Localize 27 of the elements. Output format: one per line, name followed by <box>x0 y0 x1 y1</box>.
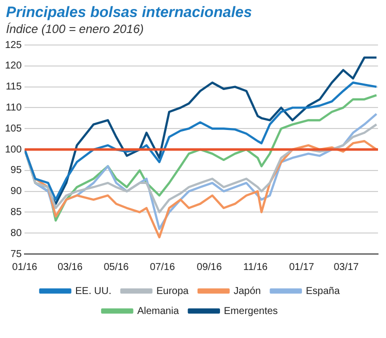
y-tick-label: 80 <box>10 228 22 239</box>
y-tick-label: 100 <box>4 144 22 156</box>
legend-label: EE. UU. <box>75 286 112 297</box>
x-tick-label: 07/16 <box>150 262 176 273</box>
y-tick-label: 95 <box>10 165 22 176</box>
x-tick-label: 09/16 <box>196 262 222 273</box>
legend-label: España <box>306 286 340 297</box>
x-tick-label: 03/16 <box>58 262 84 273</box>
y-tick-label: 105 <box>4 123 22 134</box>
x-tick-label: 11/16 <box>243 262 268 273</box>
y-tick-label: 120 <box>4 60 22 72</box>
legend-label: Emergentes <box>224 306 278 317</box>
x-tick-label: 03/17 <box>334 262 360 273</box>
x-tick-label: 05/16 <box>104 262 130 273</box>
y-tick-label: 85 <box>10 206 22 218</box>
chart-title: Principales bolsas internacionales <box>6 4 253 21</box>
x-tick-label: 01/17 <box>289 262 315 273</box>
chart-subtitle: Índice (100 = enero 2016) <box>6 22 145 36</box>
y-tick-label: 75 <box>10 248 22 260</box>
y-tick-label: 115 <box>6 82 22 93</box>
legend-label: Japón <box>234 286 261 297</box>
y-tick-label: 110 <box>6 102 22 114</box>
x-tick-label: 01/16 <box>12 262 38 273</box>
y-tick-label: 125 <box>4 40 22 51</box>
legend-label: Europa <box>156 286 190 297</box>
y-tick-label: 90 <box>10 186 22 198</box>
legend-label: Alemania <box>137 306 180 317</box>
